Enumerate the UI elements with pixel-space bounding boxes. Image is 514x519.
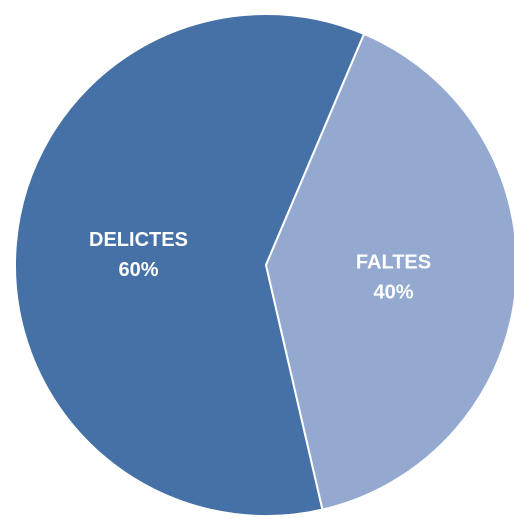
value-label: 40% (374, 281, 414, 303)
category-label: FALTES (356, 251, 431, 273)
slice-label: DELICTES 60% (89, 229, 188, 281)
value-label: 60% (118, 259, 158, 281)
category-label: DELICTES (89, 229, 188, 251)
pie-slice (14, 13, 366, 517)
slice-label: FALTES 40% (356, 251, 431, 303)
pie-slice (264, 32, 514, 511)
